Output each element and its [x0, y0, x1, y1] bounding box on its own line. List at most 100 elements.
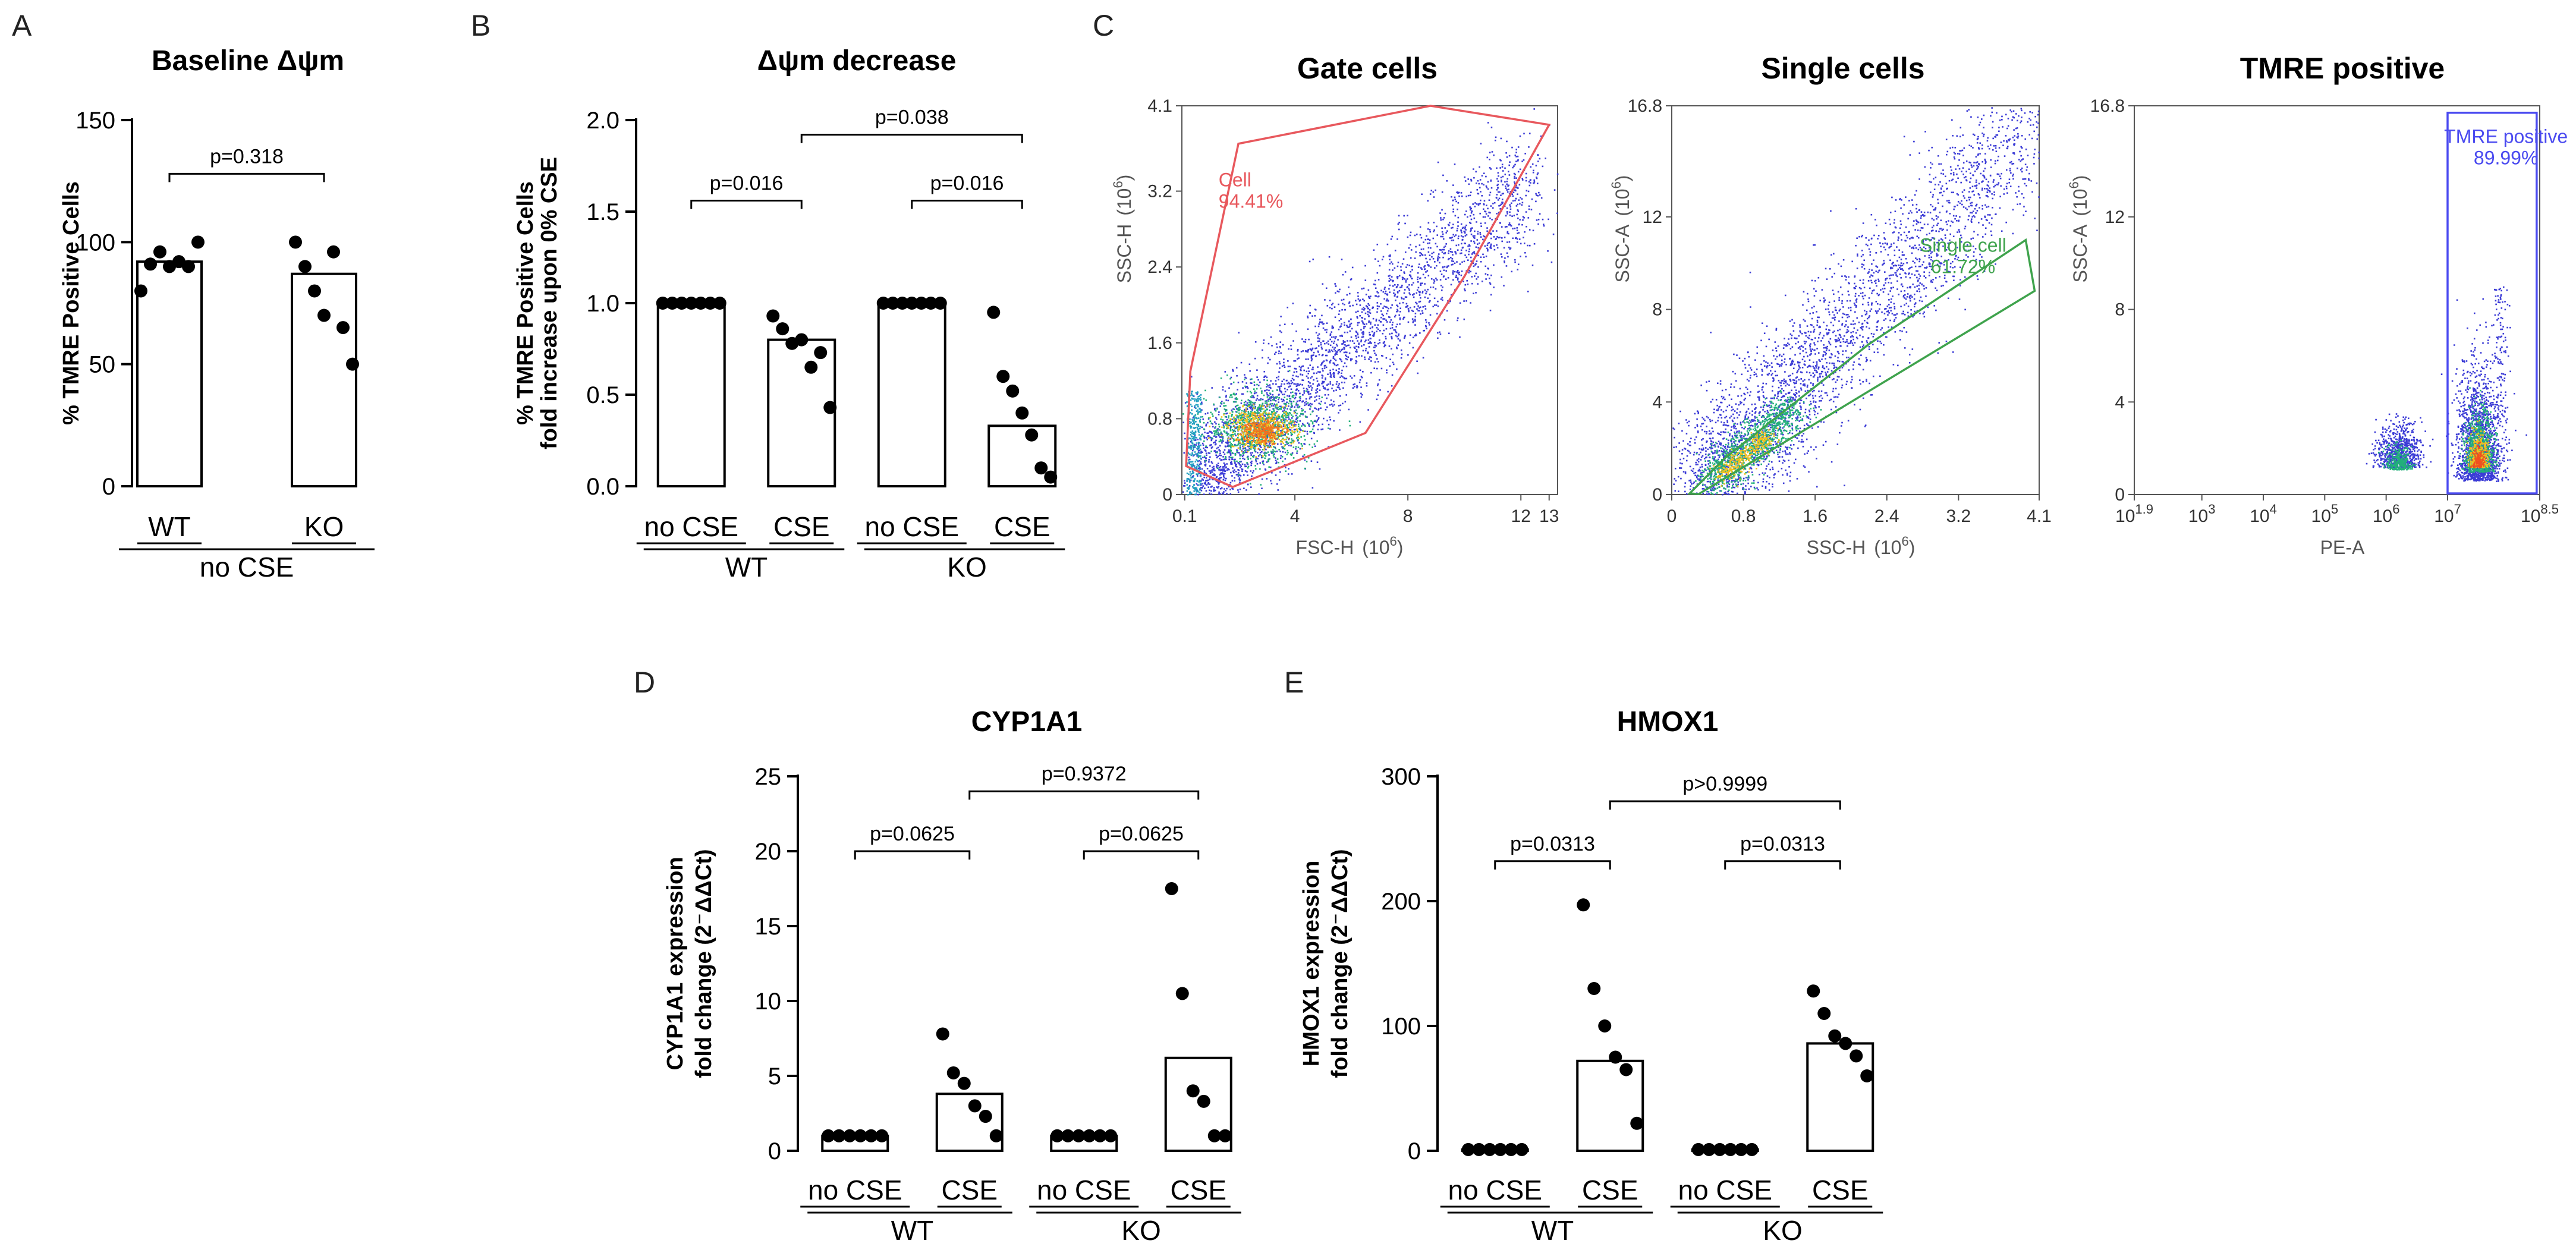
event-dot	[1322, 382, 1323, 383]
event-dot	[1265, 430, 1267, 433]
event-dot	[1188, 457, 1190, 458]
event-dot	[1253, 439, 1255, 440]
event-dot	[1225, 446, 1226, 448]
event-dot	[1229, 457, 1232, 458]
event-dot	[1486, 156, 1489, 159]
event-dot	[1233, 459, 1235, 461]
event-dot	[1320, 342, 1322, 344]
event-dot	[1416, 360, 1418, 363]
event-dot	[1204, 432, 1206, 433]
event-dot	[1341, 360, 1343, 363]
event-dot	[1194, 439, 1197, 441]
event-dot	[1241, 470, 1243, 472]
event-dot	[1489, 218, 1491, 219]
event-dot	[1386, 293, 1389, 295]
event-dot	[1241, 468, 1243, 470]
event-dot	[1501, 226, 1503, 228]
event-dot	[1277, 424, 1279, 426]
event-dot	[1262, 402, 1264, 405]
event-dot	[1393, 289, 1395, 291]
event-dot	[1411, 318, 1414, 320]
event-dot	[1376, 243, 1379, 245]
event-dot	[1299, 395, 1301, 398]
event-dot	[1219, 405, 1222, 407]
event-dot	[1210, 461, 1213, 463]
event-dot	[1468, 250, 1470, 253]
event-dot	[1294, 398, 1296, 399]
event-dot	[1494, 139, 1496, 141]
event-dot	[1247, 429, 1248, 431]
event-dot	[1517, 263, 1520, 266]
event-dot	[1266, 423, 1268, 425]
event-dot	[1396, 238, 1398, 240]
event-dot	[1248, 440, 1251, 443]
event-dot	[1267, 420, 1269, 422]
event-dot	[1284, 425, 1286, 427]
event-dot	[1253, 396, 1255, 399]
event-dot	[1436, 225, 1438, 228]
event-dot	[1367, 289, 1370, 291]
event-dot	[1442, 256, 1444, 259]
event-dot	[1284, 431, 1286, 433]
event-dot	[1312, 354, 1314, 356]
event-dot	[1420, 267, 1422, 269]
event-dot	[1525, 194, 1527, 197]
event-dot	[1209, 420, 1212, 422]
event-dot	[1386, 321, 1388, 323]
event-dot	[1539, 158, 1541, 160]
event-dot	[1265, 445, 1266, 447]
event-dot	[1320, 322, 1323, 324]
event-dot	[1275, 343, 1278, 345]
event-dot	[1357, 340, 1358, 342]
event-dot	[1279, 325, 1281, 326]
event-dot	[1387, 391, 1389, 393]
event-dot	[1260, 429, 1262, 430]
event-dot	[1250, 410, 1252, 413]
event-dot	[1269, 421, 1270, 423]
event-dot	[1289, 419, 1292, 421]
event-dot	[1284, 411, 1287, 413]
event-dot	[1266, 404, 1268, 406]
event-dot	[1404, 335, 1406, 338]
event-dot	[1236, 398, 1238, 400]
event-dot	[1443, 217, 1445, 219]
event-dot	[1281, 383, 1283, 385]
event-dot	[1231, 437, 1233, 439]
panel-letter: C	[1093, 9, 1114, 42]
event-dot	[1250, 440, 1253, 442]
event-dot	[1196, 399, 1198, 402]
event-dot	[1205, 457, 1207, 459]
event-dot	[1219, 465, 1222, 468]
event-dot	[1515, 156, 1517, 158]
event-dot	[1430, 266, 1432, 268]
event-dot	[1309, 312, 1311, 314]
event-dot	[1460, 252, 1462, 254]
event-dot	[1256, 443, 1257, 445]
event-dot	[1216, 430, 1219, 432]
event-dot	[1253, 436, 1254, 438]
event-dot	[1299, 399, 1301, 402]
event-dot	[1191, 453, 1193, 455]
event-dot	[1196, 468, 1198, 470]
event-dot	[1242, 423, 1244, 426]
event-dot	[1207, 486, 1210, 488]
event-dot	[1382, 355, 1383, 357]
event-dot	[1496, 247, 1499, 249]
event-dot	[1497, 191, 1499, 193]
event-dot	[1291, 433, 1293, 436]
event-dot	[1279, 430, 1282, 432]
event-dot	[1470, 207, 1473, 210]
event-dot	[1282, 430, 1285, 433]
event-dot	[1223, 414, 1225, 416]
event-dot	[1389, 358, 1391, 361]
event-dot	[1263, 436, 1265, 439]
event-dot	[1273, 443, 1275, 445]
event-dot	[1265, 437, 1267, 440]
event-dot	[1308, 338, 1310, 341]
event-dot	[1505, 187, 1507, 190]
event-dot	[1251, 414, 1253, 417]
event-dot	[1275, 351, 1277, 354]
event-dot	[1269, 445, 1271, 447]
event-dot	[1421, 253, 1423, 256]
event-dot	[1424, 296, 1426, 298]
